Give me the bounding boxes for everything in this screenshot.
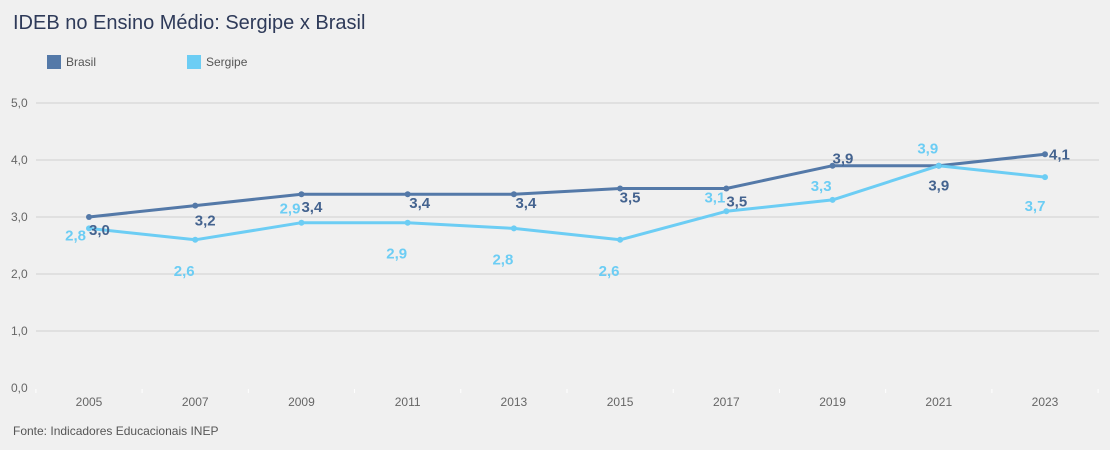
- data-point-sergipe: [298, 219, 305, 226]
- data-label-sergipe: 2,6: [599, 263, 620, 280]
- data-point-sergipe: [404, 219, 411, 226]
- y-tick-label: 4,0: [11, 153, 28, 167]
- data-label-brasil: 3,5: [726, 194, 747, 211]
- data-label-brasil: 3,4: [409, 195, 431, 212]
- data-label-brasil: 3,9: [833, 151, 854, 168]
- data-label-sergipe: 3,9: [917, 141, 938, 158]
- data-point-brasil: [723, 185, 730, 192]
- y-tick-label: 3,0: [11, 210, 28, 224]
- data-point-brasil: [829, 162, 836, 169]
- data-label-brasil: 3,4: [301, 199, 323, 216]
- x-tick-label: 2017: [713, 395, 740, 409]
- x-tick-label: 2023: [1032, 395, 1059, 409]
- chart-title: IDEB no Ensino Médio: Sergipe x Brasil: [13, 12, 366, 34]
- data-label-brasil: 4,1: [1049, 146, 1070, 163]
- legend-label-sergipe: Sergipe: [206, 55, 248, 69]
- data-label-sergipe: 2,6: [174, 263, 195, 280]
- data-point-brasil: [1042, 151, 1048, 158]
- data-label-sergipe: 3,3: [811, 178, 832, 195]
- x-tick-label: 2009: [288, 395, 315, 409]
- data-point-brasil: [404, 191, 411, 198]
- y-tick-label: 1,0: [11, 324, 28, 338]
- data-point-sergipe: [192, 236, 199, 243]
- data-point-sergipe: [829, 196, 836, 203]
- data-label-sergipe: 2,8: [65, 227, 86, 244]
- data-label-brasil: 3,9: [928, 178, 949, 195]
- data-point-sergipe: [617, 236, 624, 243]
- series-line-sergipe: [88, 164, 1046, 242]
- data-label-sergipe: 2,8: [492, 251, 513, 268]
- legend-label-brasil: Brasil: [66, 55, 97, 69]
- data-point-brasil: [298, 191, 305, 198]
- data-label-sergipe: 3,1: [704, 189, 725, 206]
- source-note: Fonte: Indicadores Educacionais INEP: [13, 424, 219, 438]
- data-label-sergipe: 3,7: [1025, 198, 1046, 215]
- data-point-brasil: [192, 202, 199, 209]
- data-point-sergipe: [510, 225, 517, 232]
- legend-swatch-sergipe: [187, 55, 201, 69]
- y-tick-label: 0,0: [11, 381, 28, 395]
- x-tick-label: 2021: [925, 395, 952, 409]
- data-label-brasil: 3,2: [195, 213, 216, 230]
- data-label-brasil: 3,0: [89, 222, 110, 239]
- legend-item-brasil[interactable]: Brasil: [47, 55, 187, 69]
- series-line-brasil: [88, 152, 1046, 219]
- data-point-brasil: [86, 214, 92, 220]
- data-label-brasil: 3,5: [620, 190, 641, 207]
- x-tick-label: 2011: [395, 395, 421, 409]
- data-point-sergipe: [723, 208, 730, 215]
- data-point-brasil: [510, 191, 517, 198]
- legend: Brasil Sergipe: [47, 54, 327, 70]
- data-label-sergipe: 2,9: [280, 201, 301, 218]
- legend-swatch-brasil: [47, 55, 61, 69]
- data-label-brasil: 3,4: [515, 195, 537, 212]
- x-tick-label: 2015: [607, 395, 634, 409]
- data-point-sergipe: [1042, 174, 1048, 181]
- y-tick-label: 2,0: [11, 267, 28, 281]
- legend-item-sergipe[interactable]: Sergipe: [187, 55, 327, 69]
- x-tick-label: 2019: [819, 395, 846, 409]
- data-point-sergipe: [86, 225, 92, 232]
- x-tick-label: 2013: [501, 395, 528, 409]
- data-point-sergipe: [935, 162, 942, 169]
- data-point-brasil: [617, 185, 624, 192]
- x-tick-label: 2005: [76, 395, 103, 409]
- x-tick-label: 2007: [182, 395, 209, 409]
- data-label-sergipe: 2,9: [386, 246, 407, 263]
- y-tick-label: 5,0: [11, 96, 28, 110]
